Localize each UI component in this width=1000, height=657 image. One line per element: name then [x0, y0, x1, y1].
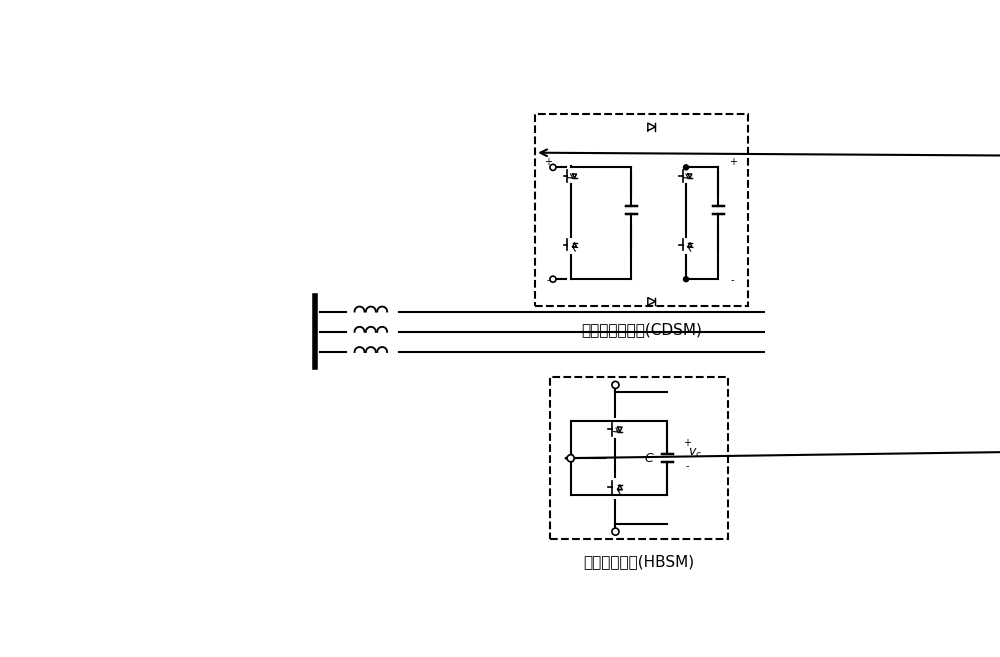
- Text: -: -: [731, 275, 734, 285]
- Circle shape: [612, 381, 619, 388]
- Bar: [550, 377, 728, 539]
- Bar: [535, 114, 748, 306]
- Text: +: +: [544, 157, 552, 167]
- Text: 半桥型子模块(HBSM): 半桥型子模块(HBSM): [583, 555, 695, 570]
- Circle shape: [550, 276, 556, 283]
- Circle shape: [683, 165, 689, 170]
- Circle shape: [550, 164, 556, 170]
- Circle shape: [683, 277, 689, 282]
- Text: +: +: [729, 157, 737, 167]
- Circle shape: [612, 528, 619, 535]
- Text: 笼位型双子模块(CDSM): 笼位型双子模块(CDSM): [581, 322, 702, 337]
- Circle shape: [567, 455, 574, 462]
- Text: +: +: [683, 438, 691, 447]
- Text: -: -: [686, 461, 689, 471]
- Text: $C$: $C$: [644, 452, 655, 464]
- Text: -: -: [546, 275, 550, 285]
- Text: $v_c$: $v_c$: [688, 447, 702, 460]
